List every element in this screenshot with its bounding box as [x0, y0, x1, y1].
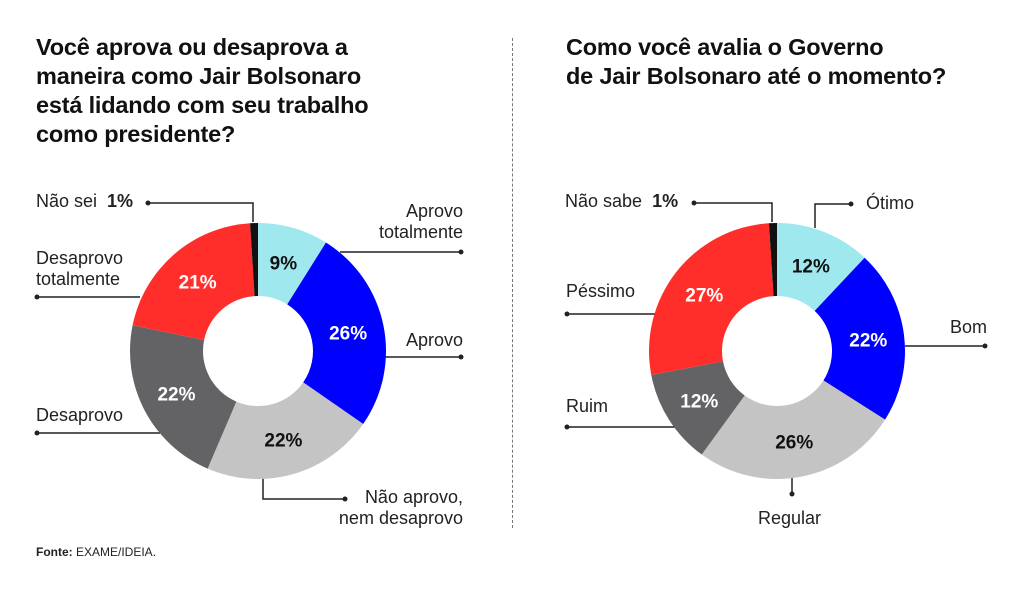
source-footer: Fonte: EXAME/IDEIA. — [36, 545, 156, 559]
donut-slice — [207, 382, 364, 479]
legend-otimo: Ótimo — [866, 193, 915, 213]
legend-label: nem desaprovo — [338, 508, 463, 528]
donut-slice — [777, 223, 865, 311]
donut-slice — [258, 223, 326, 305]
leader-nao-aprovo — [262, 478, 345, 500]
donut-slice — [651, 361, 745, 455]
leader-nao-sei — [148, 202, 254, 222]
donut-slice — [701, 380, 886, 479]
legend-desaprovo-totalmente: Desaprovo totalmente — [36, 248, 123, 290]
legend-regular: Regular — [758, 508, 822, 528]
title-line: de Jair Bolsonaro até o momento? — [566, 63, 947, 89]
slice-data-label: 21% — [179, 273, 217, 294]
slice-data-label: 27% — [685, 286, 723, 307]
title-line: Como você avalia o Governo — [566, 34, 884, 60]
leader-dot — [691, 200, 697, 206]
donut-slice — [130, 325, 237, 469]
legend-desaprovo: Desaprovo — [36, 405, 124, 425]
leader-dot — [789, 491, 795, 497]
donut-slice — [250, 223, 258, 297]
slice-data-label: 26% — [775, 432, 813, 453]
slice-data-label: 22% — [264, 430, 302, 451]
divider — [512, 38, 513, 528]
legend-pessimo: Péssimo — [566, 281, 636, 301]
legend-value: 1% — [107, 191, 134, 211]
title-line: como presidente? — [36, 121, 236, 147]
legend-label: Não aprovo, — [364, 487, 463, 507]
leader-otimo — [814, 203, 851, 228]
legend-aprovo: Aprovo — [405, 330, 463, 350]
leader-dot — [564, 424, 570, 430]
legend-label: Desaprovo — [36, 248, 124, 268]
leader-dot — [564, 311, 570, 317]
slice-data-label: 12% — [680, 391, 718, 412]
donut-slice — [768, 223, 777, 297]
legend-label: Não sei — [36, 191, 98, 211]
left-chart-title: Você aprova ou desaprova a maneira como … — [36, 33, 369, 149]
slice-data-label: 22% — [157, 385, 195, 406]
leader-dot — [982, 343, 988, 349]
leader-dot — [342, 496, 348, 502]
legend-value: 1% — [652, 191, 679, 211]
slice-data-label: 22% — [849, 330, 887, 351]
leader-dot — [458, 249, 464, 255]
right-chart-title: Como você avalia o Governo de Jair Bolso… — [566, 33, 946, 91]
legend-label: totalmente — [378, 222, 463, 242]
legend-nao-aprovo: Não aprovo, nem desaprovo — [339, 487, 463, 529]
leader-dot — [34, 294, 40, 300]
legend-nao-sei: Não sei 1% — [36, 191, 133, 212]
legend-nao-sabe: Não sabe 1% — [565, 191, 678, 212]
source-label: Fonte: — [36, 545, 73, 559]
donut-slice — [287, 242, 387, 424]
slice-data-label: 26% — [329, 324, 367, 345]
title-line: está lidando com seu trabalho — [36, 92, 369, 118]
leader-dot — [848, 201, 854, 207]
legend-label: totalmente — [36, 269, 121, 289]
source-value: EXAME/IDEIA. — [76, 545, 157, 559]
title-line: Você aprova ou desaprova a — [36, 34, 348, 60]
donut-slice — [814, 257, 905, 420]
leader-nao-sabe — [694, 202, 773, 222]
leader-dot — [34, 430, 40, 436]
leader-dot — [458, 354, 464, 360]
leader-dot — [145, 200, 151, 206]
legend-label: Aprovo — [405, 201, 463, 221]
donut-slice — [132, 223, 255, 340]
legend-label: Não sabe — [565, 191, 643, 211]
legend-bom: Bom — [949, 317, 987, 337]
donut-slice — [649, 223, 774, 375]
legend-aprovo-totalmente: Aprovo totalmente — [379, 201, 463, 243]
slice-data-label: 12% — [792, 256, 830, 277]
title-line: maneira como Jair Bolsonaro — [36, 63, 362, 89]
legend-ruim: Ruim — [566, 396, 609, 416]
slice-data-label: 9% — [270, 254, 298, 275]
